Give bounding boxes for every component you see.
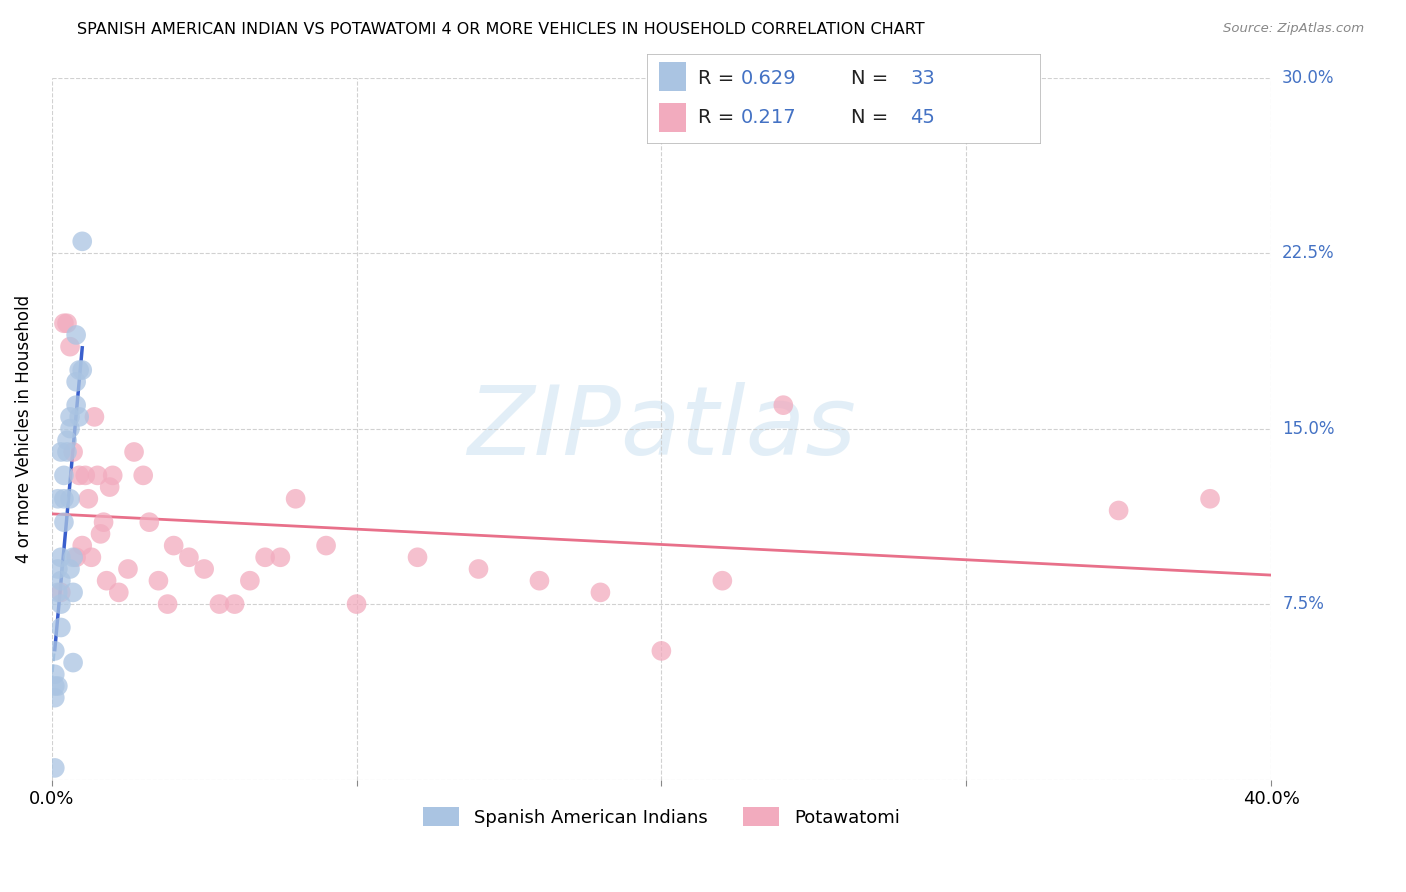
Point — [70, 539, 93, 553]
Bar — [658, 103, 686, 132]
Point — [75, 468, 97, 483]
Point — [52, 491, 75, 506]
Point — [65, 398, 87, 412]
Point — [70, 363, 93, 377]
Text: 0.629: 0.629 — [741, 69, 797, 88]
Point — [67, 409, 90, 424]
Point — [65, 375, 87, 389]
Point — [46, 679, 69, 693]
Text: 45: 45 — [911, 108, 935, 128]
Point — [49, 445, 72, 459]
Point — [44, 761, 66, 775]
Point — [83, 409, 105, 424]
Point — [467, 562, 489, 576]
Point — [193, 562, 215, 576]
Point — [1199, 491, 1222, 506]
Point — [49, 585, 72, 599]
Point — [86, 468, 108, 483]
Point — [177, 550, 200, 565]
Y-axis label: 4 or more Vehicles in Household: 4 or more Vehicles in Household — [15, 294, 32, 563]
Point — [254, 550, 277, 565]
Point — [56, 445, 79, 459]
Point — [44, 679, 66, 693]
Point — [269, 550, 291, 565]
Point — [346, 597, 368, 611]
Point — [59, 562, 82, 576]
Point — [52, 316, 75, 330]
Bar — [658, 62, 686, 91]
Point — [56, 316, 79, 330]
Point — [59, 340, 82, 354]
Point — [44, 690, 66, 705]
Point — [49, 574, 72, 588]
Point — [284, 491, 307, 506]
Point — [59, 491, 82, 506]
Point — [49, 597, 72, 611]
Text: 7.5%: 7.5% — [1282, 595, 1324, 613]
Point — [117, 562, 139, 576]
Point — [56, 434, 79, 448]
Text: SPANISH AMERICAN INDIAN VS POTAWATOMI 4 OR MORE VEHICLES IN HOUSEHOLD CORRELATIO: SPANISH AMERICAN INDIAN VS POTAWATOMI 4 … — [77, 22, 925, 37]
Point — [67, 363, 90, 377]
Point — [101, 468, 124, 483]
Point — [62, 445, 84, 459]
Point — [44, 644, 66, 658]
Point — [529, 574, 551, 588]
Text: N =: N = — [852, 69, 896, 88]
Point — [46, 562, 69, 576]
Point — [772, 398, 794, 412]
Point — [62, 585, 84, 599]
Point — [163, 539, 186, 553]
Point — [406, 550, 429, 565]
Point — [77, 491, 100, 506]
Text: Source: ZipAtlas.com: Source: ZipAtlas.com — [1223, 22, 1364, 36]
Point — [93, 515, 115, 529]
Point — [98, 480, 121, 494]
Point — [65, 550, 87, 565]
Point — [239, 574, 262, 588]
Point — [80, 550, 103, 565]
Point — [132, 468, 155, 483]
Point — [59, 421, 82, 435]
Point — [148, 574, 170, 588]
Point — [108, 585, 131, 599]
Text: R =: R = — [697, 108, 741, 128]
Text: R =: R = — [697, 69, 741, 88]
Point — [70, 235, 93, 249]
Point — [49, 620, 72, 634]
Point — [711, 574, 734, 588]
Point — [650, 644, 672, 658]
Point — [52, 468, 75, 483]
Point — [1108, 503, 1130, 517]
Point — [49, 550, 72, 565]
Point — [62, 656, 84, 670]
Text: ZIPatlas: ZIPatlas — [467, 382, 856, 475]
Text: 15.0%: 15.0% — [1282, 419, 1334, 438]
Text: N =: N = — [852, 108, 896, 128]
Point — [96, 574, 118, 588]
Point — [62, 550, 84, 565]
Point — [156, 597, 179, 611]
Point — [589, 585, 612, 599]
Point — [138, 515, 160, 529]
Point — [44, 667, 66, 681]
Point — [65, 328, 87, 343]
Point — [224, 597, 246, 611]
Point — [89, 527, 111, 541]
Point — [46, 585, 69, 599]
Point — [208, 597, 231, 611]
Point — [315, 539, 337, 553]
Text: 22.5%: 22.5% — [1282, 244, 1334, 262]
Text: 30.0%: 30.0% — [1282, 69, 1334, 87]
Point — [59, 409, 82, 424]
Text: 0.217: 0.217 — [741, 108, 797, 128]
Point — [46, 491, 69, 506]
Point — [122, 445, 145, 459]
Legend: Spanish American Indians, Potawatomi: Spanish American Indians, Potawatomi — [416, 800, 907, 834]
Text: 33: 33 — [911, 69, 935, 88]
Point — [67, 468, 90, 483]
Point — [52, 515, 75, 529]
